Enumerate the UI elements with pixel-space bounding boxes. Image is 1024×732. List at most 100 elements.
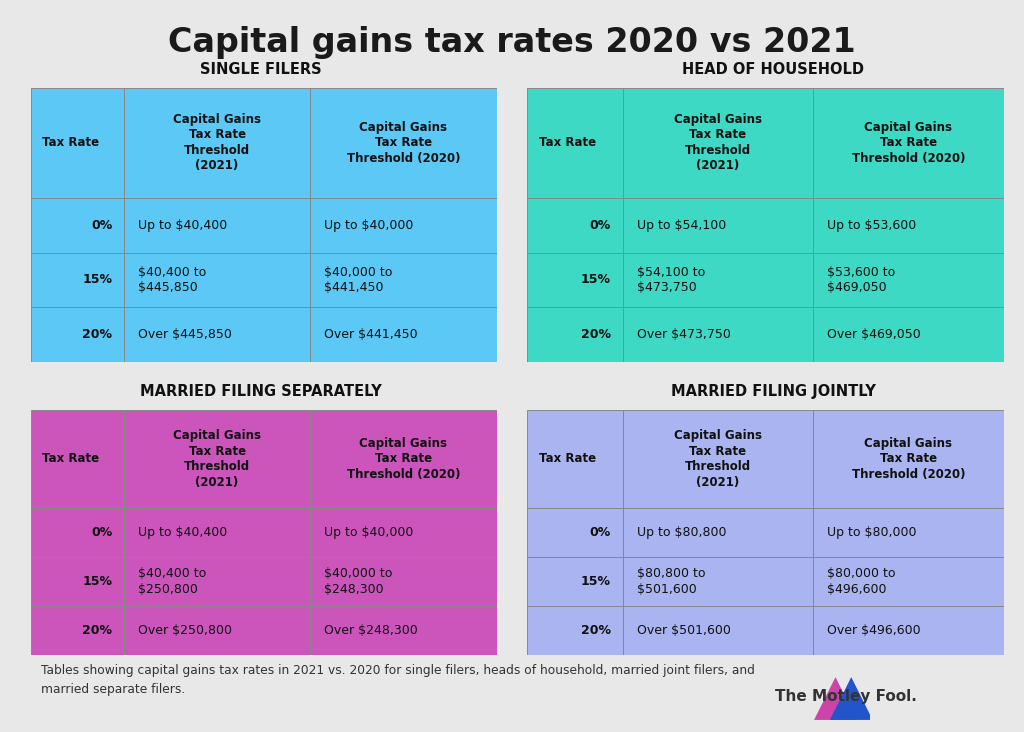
Text: Up to $40,000: Up to $40,000: [325, 219, 414, 231]
Text: Up to $53,600: Up to $53,600: [827, 219, 916, 231]
Bar: [124, 307, 310, 362]
Text: Over $445,850: Over $445,850: [138, 329, 231, 341]
Text: Over $473,750: Over $473,750: [637, 329, 731, 341]
Text: Capital Gains
Tax Rate
Threshold (2020): Capital Gains Tax Rate Threshold (2020): [852, 121, 965, 165]
Bar: [124, 198, 310, 253]
Text: Up to $80,000: Up to $80,000: [827, 526, 916, 539]
Text: 20%: 20%: [581, 624, 610, 637]
Bar: [31, 410, 124, 508]
Text: Tax Rate: Tax Rate: [540, 136, 596, 149]
Text: Tax Rate: Tax Rate: [540, 452, 596, 466]
Text: SINGLE FILERS: SINGLE FILERS: [201, 62, 322, 77]
Text: 0%: 0%: [91, 219, 113, 231]
Text: Over $501,600: Over $501,600: [637, 624, 731, 637]
Polygon shape: [829, 677, 872, 720]
Bar: [31, 557, 124, 606]
Bar: [31, 508, 124, 557]
Bar: [813, 606, 1004, 655]
Text: Capital Gains
Tax Rate
Threshold
(2021): Capital Gains Tax Rate Threshold (2021): [674, 113, 762, 173]
Bar: [623, 557, 813, 606]
Text: 15%: 15%: [581, 575, 610, 588]
Bar: [813, 557, 1004, 606]
Text: $40,400 to
$250,800: $40,400 to $250,800: [138, 567, 206, 596]
Bar: [310, 88, 497, 198]
Text: 15%: 15%: [82, 274, 113, 286]
Polygon shape: [814, 677, 857, 720]
Bar: [623, 307, 813, 362]
Text: Up to $40,000: Up to $40,000: [325, 526, 414, 539]
Text: $40,000 to
$248,300: $40,000 to $248,300: [325, 567, 392, 596]
Bar: [623, 198, 813, 253]
Text: MARRIED FILING JOINTLY: MARRIED FILING JOINTLY: [671, 384, 876, 399]
Text: 15%: 15%: [581, 274, 610, 286]
Bar: [310, 253, 497, 307]
Text: Up to $80,800: Up to $80,800: [637, 526, 726, 539]
Text: $80,000 to
$496,600: $80,000 to $496,600: [827, 567, 896, 596]
Bar: [124, 508, 310, 557]
Text: 20%: 20%: [581, 329, 610, 341]
Bar: [623, 508, 813, 557]
Bar: [623, 253, 813, 307]
Text: 20%: 20%: [82, 624, 113, 637]
Bar: [310, 508, 497, 557]
Bar: [813, 307, 1004, 362]
Text: $40,000 to
$441,450: $40,000 to $441,450: [325, 266, 392, 294]
Text: 0%: 0%: [590, 219, 610, 231]
Text: Over $441,450: Over $441,450: [325, 329, 418, 341]
Text: HEAD OF HOUSEHOLD: HEAD OF HOUSEHOLD: [682, 62, 864, 77]
Bar: [813, 410, 1004, 508]
Text: 0%: 0%: [590, 526, 610, 539]
Text: Over $469,050: Over $469,050: [827, 329, 922, 341]
Text: Tables showing capital gains tax rates in 2021 vs. 2020 for single filers, heads: Tables showing capital gains tax rates i…: [41, 664, 755, 696]
Bar: [527, 508, 623, 557]
Bar: [124, 88, 310, 198]
Text: Capital Gains
Tax Rate
Threshold (2020): Capital Gains Tax Rate Threshold (2020): [852, 437, 965, 481]
Bar: [527, 88, 623, 198]
Bar: [31, 88, 124, 198]
Text: Up to $40,400: Up to $40,400: [138, 219, 227, 231]
Text: The Motley Fool.: The Motley Fool.: [774, 690, 916, 704]
Text: Capital Gains
Tax Rate
Threshold (2020): Capital Gains Tax Rate Threshold (2020): [347, 437, 460, 481]
Text: MARRIED FILING SEPARATELY: MARRIED FILING SEPARATELY: [140, 384, 382, 399]
Text: $53,600 to
$469,050: $53,600 to $469,050: [827, 266, 896, 294]
Bar: [623, 88, 813, 198]
Bar: [310, 198, 497, 253]
Bar: [813, 253, 1004, 307]
Bar: [310, 410, 497, 508]
Bar: [31, 198, 124, 253]
Bar: [623, 606, 813, 655]
Text: $80,800 to
$501,600: $80,800 to $501,600: [637, 567, 706, 596]
Bar: [813, 198, 1004, 253]
Text: Over $248,300: Over $248,300: [325, 624, 418, 637]
Bar: [124, 557, 310, 606]
Text: Tax Rate: Tax Rate: [42, 136, 99, 149]
Bar: [527, 307, 623, 362]
Bar: [31, 253, 124, 307]
Text: Capital Gains
Tax Rate
Threshold
(2021): Capital Gains Tax Rate Threshold (2021): [674, 429, 762, 489]
Text: Capital Gains
Tax Rate
Threshold
(2021): Capital Gains Tax Rate Threshold (2021): [173, 429, 261, 489]
Bar: [124, 253, 310, 307]
Text: $54,100 to
$473,750: $54,100 to $473,750: [637, 266, 706, 294]
Text: Up to $54,100: Up to $54,100: [637, 219, 726, 231]
Bar: [124, 606, 310, 655]
Bar: [527, 198, 623, 253]
Text: Up to $40,400: Up to $40,400: [138, 526, 227, 539]
Bar: [31, 606, 124, 655]
Text: $40,400 to
$445,850: $40,400 to $445,850: [138, 266, 206, 294]
Bar: [124, 410, 310, 508]
Bar: [310, 606, 497, 655]
Bar: [527, 253, 623, 307]
Text: 0%: 0%: [91, 526, 113, 539]
Bar: [310, 557, 497, 606]
Bar: [527, 606, 623, 655]
Bar: [813, 508, 1004, 557]
Bar: [310, 307, 497, 362]
Text: Capital gains tax rates 2020 vs 2021: Capital gains tax rates 2020 vs 2021: [168, 26, 856, 59]
Bar: [31, 307, 124, 362]
Text: Capital Gains
Tax Rate
Threshold (2020): Capital Gains Tax Rate Threshold (2020): [347, 121, 460, 165]
Bar: [623, 410, 813, 508]
Text: Over $250,800: Over $250,800: [138, 624, 231, 637]
Bar: [527, 557, 623, 606]
Bar: [527, 410, 623, 508]
Text: 20%: 20%: [82, 329, 113, 341]
